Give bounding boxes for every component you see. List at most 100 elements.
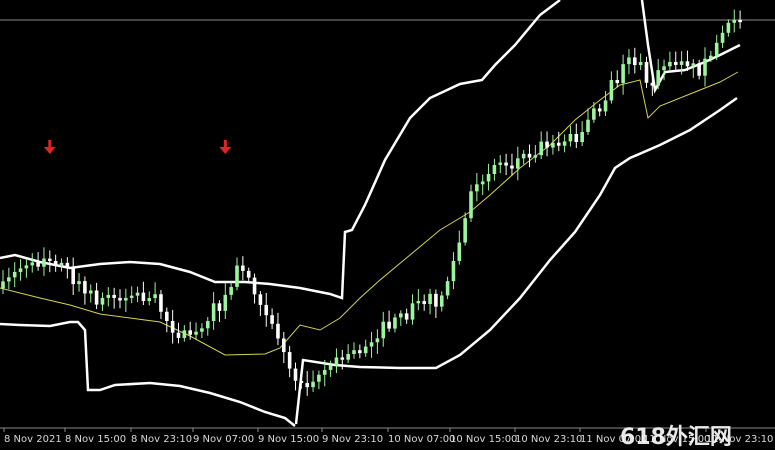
candle [287, 345, 292, 378]
candle [135, 286, 140, 303]
lower-band-line [294, 96, 738, 425]
candle [638, 53, 643, 71]
time-axis-label: 9 Nov 15:00 [258, 434, 319, 445]
candle [194, 322, 198, 340]
candle [176, 322, 181, 344]
candle [703, 47, 707, 87]
candle [732, 9, 737, 33]
candle [469, 184, 473, 223]
candle [498, 155, 503, 174]
candle [264, 292, 269, 327]
candle [668, 51, 672, 71]
candle [42, 247, 46, 276]
candle [53, 254, 58, 272]
candle [621, 54, 625, 95]
candle [88, 284, 93, 303]
time-axis-label: 11 Nov 23:10 [706, 434, 773, 445]
candle [340, 349, 345, 370]
candle [1, 270, 5, 295]
candle [586, 108, 590, 135]
candle [574, 123, 579, 149]
down-arrow-icon [43, 140, 56, 154]
time-axis-label: 8 Nov 23:10 [131, 434, 192, 445]
time-axis-label: 10 Nov 23:10 [515, 434, 582, 445]
candle [650, 74, 655, 96]
candle [714, 34, 719, 60]
lower-band-line [0, 320, 296, 427]
candle [328, 360, 333, 377]
candle [720, 25, 725, 48]
candle [492, 158, 497, 181]
candle [258, 291, 263, 316]
time-axis-label: 10 Nov 07:00 [388, 434, 455, 445]
candle [387, 310, 391, 332]
candle [381, 311, 386, 347]
candle [580, 121, 584, 147]
candle [439, 291, 444, 312]
candle [451, 252, 456, 290]
candle [147, 291, 152, 306]
upper-band-line [640, 0, 741, 94]
candle [697, 59, 701, 80]
candle [504, 153, 508, 176]
candle [305, 371, 309, 396]
time-axis-label: 11 Nov 15:00 [643, 434, 710, 445]
candle [299, 376, 304, 389]
candle [141, 281, 146, 306]
candle [124, 288, 128, 313]
bollinger-bands [0, 0, 741, 427]
down-arrow-icon [219, 140, 232, 154]
candle [165, 307, 169, 333]
candle [685, 50, 690, 72]
candle [24, 259, 29, 278]
candle [18, 259, 23, 281]
candle [153, 282, 157, 304]
candle [545, 131, 549, 157]
candle [352, 342, 356, 359]
candle [36, 252, 40, 271]
candles [1, 9, 742, 396]
candle [480, 174, 485, 195]
candle [627, 49, 631, 75]
candle [568, 125, 573, 147]
candle [551, 134, 555, 155]
candle [118, 289, 122, 309]
candle [556, 131, 561, 152]
candle [200, 323, 204, 339]
candle [393, 313, 397, 333]
candle [369, 331, 374, 358]
candle [129, 286, 134, 304]
candle [159, 289, 163, 319]
candle [510, 153, 514, 176]
candle [673, 51, 678, 72]
time-axis-label: 11 Nov 07:00 [580, 434, 647, 445]
candle [738, 10, 742, 29]
candle [94, 282, 99, 310]
candle [334, 348, 339, 374]
candle [399, 310, 403, 326]
signal-arrows [43, 140, 232, 154]
candle [662, 59, 666, 81]
candle [276, 312, 280, 346]
candle [7, 267, 11, 290]
candle [445, 276, 450, 300]
candle [463, 212, 467, 246]
candle [205, 316, 210, 336]
candle [112, 287, 116, 309]
time-axis-label: 9 Nov 23:10 [322, 434, 383, 445]
candle [241, 256, 245, 281]
candle [293, 362, 298, 391]
candle [533, 145, 538, 163]
candle [410, 294, 415, 325]
candle [358, 344, 362, 359]
candle [83, 276, 87, 305]
candle [217, 300, 222, 323]
time-axis: 8 Nov 2021 8 Nov 15:00 8 Nov 23:10 9 Nov 07… [3, 428, 773, 445]
candle [363, 339, 368, 357]
candle [229, 281, 233, 300]
time-axis-label: 10 Nov 15:00 [450, 434, 517, 445]
candle [65, 257, 70, 279]
candle [223, 283, 228, 319]
